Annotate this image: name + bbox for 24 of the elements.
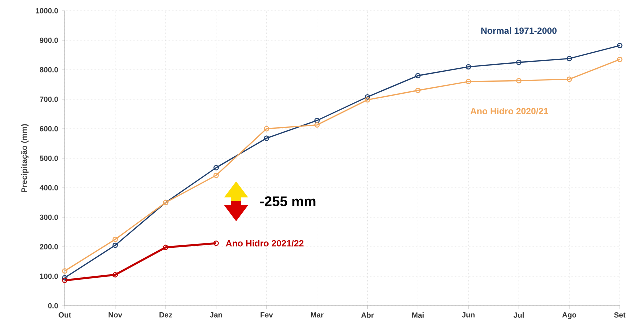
point	[112, 242, 118, 248]
text: Normal 1971-2000	[482, 28, 557, 34]
point	[466, 64, 472, 70]
point	[365, 94, 370, 100]
series-label: Ano Hidro 2021/22	[226, 240, 304, 247]
point	[516, 78, 522, 84]
point	[214, 165, 220, 171]
point	[112, 236, 118, 242]
point	[214, 172, 220, 178]
point	[365, 97, 370, 103]
point	[163, 244, 169, 250]
point	[516, 60, 522, 66]
point	[314, 122, 320, 128]
point	[314, 118, 320, 124]
point	[415, 88, 421, 94]
point	[466, 79, 472, 84]
point	[264, 126, 270, 132]
annotation: -255 mm	[260, 196, 316, 206]
point	[566, 56, 572, 62]
point	[415, 73, 421, 79]
point	[566, 76, 572, 82]
point	[264, 136, 270, 142]
text: Ano Hidro 2020/21	[470, 108, 548, 115]
point	[112, 272, 118, 278]
